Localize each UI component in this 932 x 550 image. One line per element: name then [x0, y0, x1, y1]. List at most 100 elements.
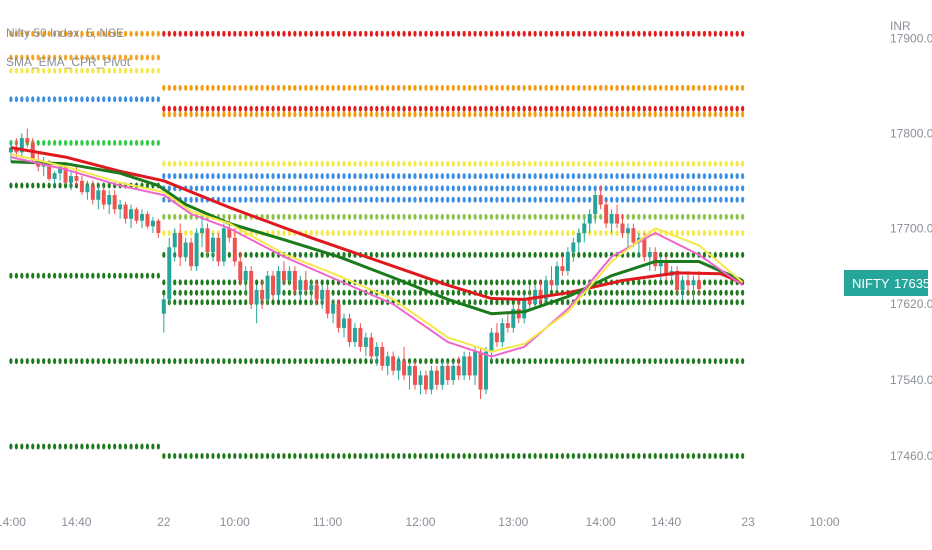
pivot-dot: [620, 289, 625, 296]
pivot-dot: [664, 84, 668, 91]
series-line-ema_pink: [10, 156, 744, 358]
pivot-dot: [741, 185, 745, 192]
pivot-dot: [664, 453, 668, 460]
pivot-dot: [702, 84, 707, 91]
candle: [631, 223, 636, 248]
pivot-dot: [582, 185, 586, 192]
pivot-dot: [599, 105, 603, 112]
pivot-dot: [566, 160, 570, 167]
pivot-dot: [533, 358, 537, 365]
pivot-levels: [9, 30, 745, 460]
pivot-dot: [528, 213, 532, 220]
pivot-dot: [216, 453, 221, 460]
pivot-dot: [593, 105, 597, 112]
candle-body: [336, 304, 341, 328]
pivot-dot: [347, 251, 352, 258]
pivot-dot: [544, 105, 548, 112]
pivot-dot: [227, 84, 231, 91]
pivot-dot: [702, 173, 707, 180]
pivot-dot: [604, 30, 608, 37]
pivot-dot: [429, 299, 433, 306]
pivot-dot: [260, 105, 264, 112]
pivot-dot: [271, 111, 275, 118]
pivot-dot: [631, 111, 636, 118]
pivot-dot: [582, 111, 586, 118]
pivot-dot: [391, 105, 395, 112]
pivot-dot: [107, 272, 111, 279]
pivot-dot: [402, 105, 406, 112]
pivot-dot: [637, 30, 641, 37]
pivot-dot: [9, 96, 13, 103]
pivot-dot: [599, 111, 603, 118]
pivot-dot: [397, 160, 401, 167]
candle: [604, 199, 609, 229]
pivot-dot: [53, 443, 57, 450]
indicator-label[interactable]: SMA_EMA_CPR_Pivot: [6, 55, 131, 69]
pivot-dot: [309, 84, 313, 91]
pivot-dot: [604, 251, 608, 258]
pivot-dot: [560, 213, 565, 220]
pivot-dot: [555, 358, 559, 365]
pivot-dot: [560, 299, 565, 306]
symbol-title[interactable]: Nifty 50 Index, 5, NSE: [6, 26, 125, 40]
pivot-dot: [429, 84, 433, 91]
candle: [183, 237, 188, 262]
pivot-dot: [730, 213, 734, 220]
pivot-dot: [336, 289, 341, 296]
pivot-dot: [549, 358, 554, 365]
pivot-dot: [85, 96, 89, 103]
pivot-dot: [211, 279, 215, 286]
pivot-dot: [697, 30, 701, 37]
candle-body: [500, 323, 505, 343]
pivot-dot: [457, 105, 461, 112]
pivot-dot: [397, 251, 401, 258]
pivot-dot: [440, 289, 444, 296]
pivot-dot: [123, 358, 128, 365]
pivot-dot: [413, 30, 417, 37]
pivot-dot: [424, 30, 428, 37]
pivot-dot: [702, 160, 707, 167]
pivot-dot: [680, 105, 685, 112]
pivot-dot: [468, 160, 472, 167]
candle-body: [680, 280, 685, 290]
pivot-level: [9, 272, 160, 279]
pivot-dot: [664, 185, 668, 192]
pivot-dot: [735, 358, 739, 365]
pivot-dot: [489, 105, 494, 112]
pivot-dot: [309, 251, 313, 258]
pivot-dot: [691, 173, 696, 180]
pivot-dot: [538, 251, 543, 258]
pivot-dot: [560, 185, 565, 192]
pivot-dot: [489, 251, 494, 258]
candle: [571, 237, 576, 262]
pivot-dot: [571, 196, 575, 203]
pivot-dot: [697, 230, 701, 237]
pivot-dot: [271, 196, 275, 203]
pivot-dot: [36, 67, 40, 74]
pivot-dot: [691, 30, 696, 37]
pivot-dot: [555, 251, 559, 258]
pivot-dot: [413, 230, 417, 237]
pivot-dot: [631, 160, 636, 167]
pivot-dot: [495, 299, 499, 306]
pivot-dot: [342, 213, 346, 220]
candle: [554, 261, 559, 290]
pivot-dot: [145, 182, 150, 189]
candle-body: [52, 173, 57, 179]
pivot-dot: [227, 105, 231, 112]
candle-body: [243, 270, 248, 281]
pivot-dot: [478, 213, 483, 220]
pivot-dot: [244, 453, 248, 460]
pivot-dot: [730, 111, 734, 118]
pivot-dot: [446, 213, 450, 220]
pivot-dot: [287, 289, 292, 296]
pivot-dot: [200, 299, 204, 306]
candle: [161, 294, 166, 333]
last-price-symbol: NIFTY: [852, 275, 890, 291]
pivot-dot: [402, 196, 406, 203]
pivot-dot: [69, 54, 73, 61]
candle-body: [407, 365, 412, 376]
pivot-dot: [380, 213, 384, 220]
